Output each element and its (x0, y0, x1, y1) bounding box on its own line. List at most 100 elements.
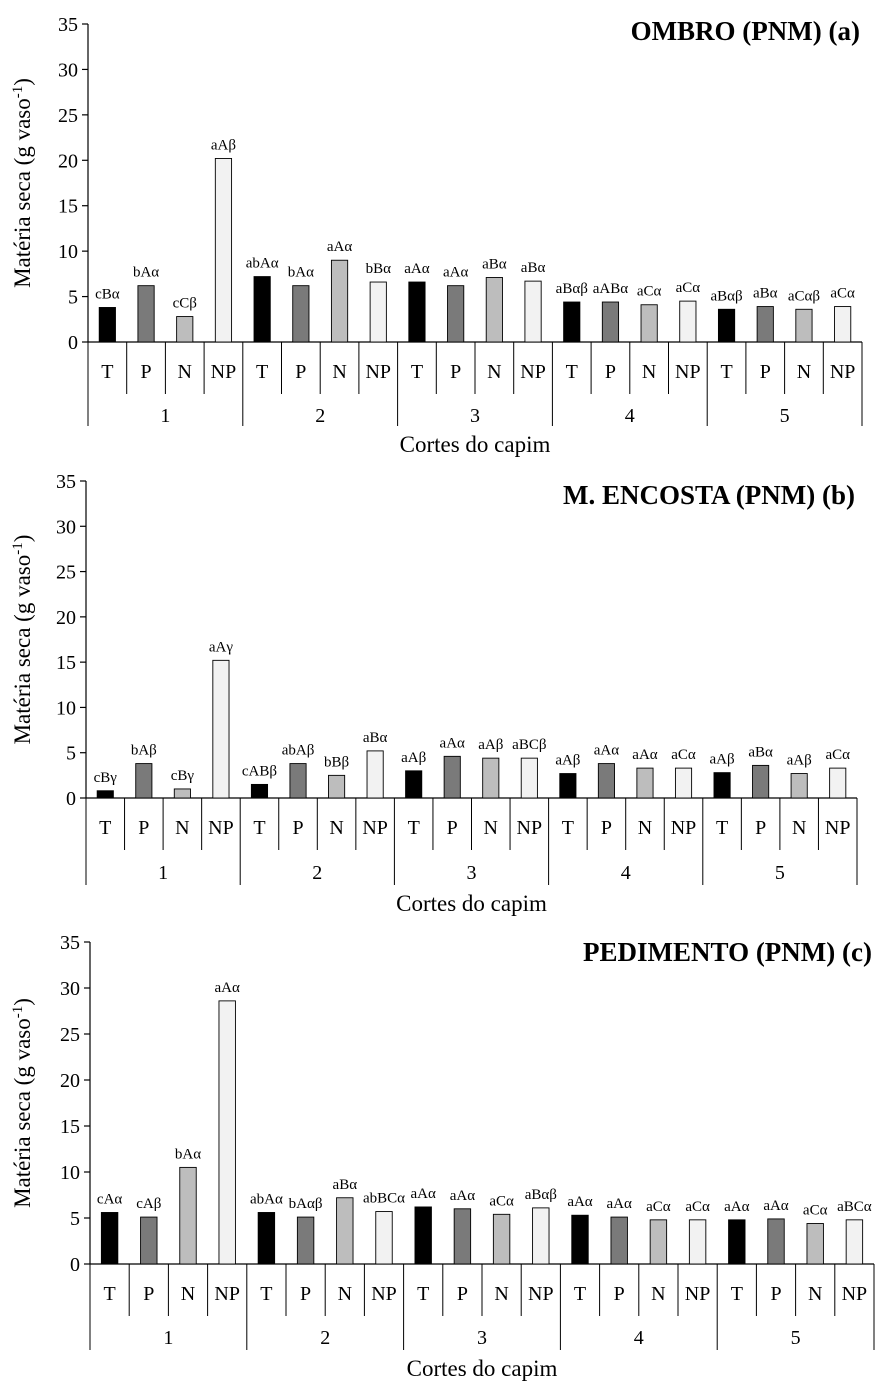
x-category-label: P (755, 817, 766, 839)
data-label: aCα (825, 747, 850, 763)
x-category-label: N (808, 1283, 822, 1305)
x-category-label: P (292, 817, 303, 839)
data-label: bAβ (131, 743, 157, 759)
data-label: aAα (450, 1188, 475, 1204)
data-label: aAβ (787, 753, 812, 769)
chart-c: PEDIMENTO (PNM) (c) Matéria seca (g vaso-… (10, 932, 875, 1381)
x-group-label: 2 (315, 405, 325, 427)
x-category-label: N (329, 817, 343, 839)
x-category-label: NP (211, 361, 237, 383)
chart-a: OMBRO (PNM) (a) Matéria seca (g vaso-1) 0 5… (10, 14, 863, 457)
data-label: aAα (443, 265, 468, 281)
chart-panel-b: M. ENCOSTA (PNM) (b) Matéria seca (g vaso… (0, 461, 882, 921)
data-label: aBα (753, 286, 778, 302)
bar-4-T (571, 1214, 589, 1265)
x-category-label: NP (825, 817, 851, 839)
x-category-label: N (484, 817, 498, 839)
x-category-label: NP (214, 1283, 240, 1305)
data-label: aAβ (555, 753, 580, 769)
bar-4-N (640, 304, 658, 343)
data-label: aBCβ (512, 737, 546, 753)
data-label: cCβ (173, 296, 197, 312)
bar-1-T (100, 1212, 119, 1265)
data-label: aAα (404, 261, 429, 277)
data-label: aBα (748, 744, 773, 760)
x-category-label: T (720, 361, 732, 383)
data-label: aAα (763, 1198, 788, 1214)
x-category-label: NP (520, 361, 546, 383)
x-group-label: 5 (780, 405, 790, 427)
y-tick-label: 25 (60, 1024, 80, 1046)
data-label: aBαβ (525, 1187, 557, 1203)
data-label: aCαβ (788, 288, 820, 304)
bar-5-NP (834, 306, 852, 343)
x-category-label: N (332, 361, 346, 383)
x-category-label: NP (842, 1283, 868, 1305)
data-label: aBα (521, 260, 546, 276)
data-label: bBβ (324, 754, 349, 770)
bar-5-NP (829, 767, 847, 799)
bar-2-P (289, 763, 307, 799)
x-group-label: 4 (634, 1327, 644, 1349)
data-label: aAα (607, 1196, 632, 1212)
data-label: aCα (803, 1203, 828, 1219)
data-label: cBγ (171, 768, 195, 784)
x-category-label: NP (830, 361, 856, 383)
data-label: aAα (411, 1186, 436, 1202)
x-category-label: N (651, 1283, 665, 1305)
x-group-label: 5 (775, 862, 785, 884)
bar-3-NP (520, 757, 538, 799)
bar-4-P (597, 763, 615, 799)
y-tick-label: 10 (58, 241, 78, 263)
x-group-label: 1 (158, 862, 168, 884)
data-label: aAα (327, 239, 352, 255)
bar-5-P (756, 306, 774, 343)
bar-3-P (443, 755, 461, 799)
y-tick-label: 10 (56, 697, 76, 719)
bar-3-P (453, 1208, 472, 1265)
data-label: aBαβ (556, 281, 588, 297)
bar-4-T (559, 773, 577, 799)
bar-3-N (482, 757, 500, 799)
data-label: aCα (830, 286, 855, 302)
data-label: aBα (333, 1177, 358, 1193)
bar-5-T (717, 308, 736, 343)
x-category-label: N (638, 817, 652, 839)
y-tick-label: 20 (56, 607, 76, 629)
chart-b: M. ENCOSTA (PNM) (b) Matéria seca (g vaso… (10, 471, 858, 916)
bar-1-P (140, 1216, 158, 1265)
data-label: abAβ (282, 743, 315, 759)
bar-3-NP (524, 280, 542, 343)
x-axis-label: Cortes do capim (407, 1356, 558, 1381)
data-label: bBα (366, 261, 392, 277)
x-category-label: T (731, 1283, 743, 1305)
y-axis-label: Matéria seca (g vaso-1) (10, 78, 35, 288)
x-category-label: P (760, 361, 771, 383)
y-axis-label: Matéria seca (g vaso-1) (10, 535, 35, 745)
data-label: aAα (567, 1194, 592, 1210)
bar-1-N (173, 788, 191, 799)
x-group-label: 1 (160, 405, 170, 427)
x-category-label: P (457, 1283, 468, 1305)
bar-2-T (257, 1212, 276, 1265)
x-axis-label: Cortes do capim (396, 891, 547, 916)
x-category-label: N (181, 1283, 195, 1305)
x-category-label: T (253, 817, 265, 839)
bar-2-N (336, 1197, 354, 1265)
x-group-label: 2 (312, 862, 322, 884)
y-tick-label: 30 (56, 516, 76, 538)
x-category-label: NP (365, 361, 391, 383)
chart-title: M. ENCOSTA (PNM) (b) (563, 480, 855, 510)
chart-panel-c: PEDIMENTO (PNM) (c) Matéria seca (g vaso-… (0, 922, 882, 1383)
data-label: aCα (671, 747, 696, 763)
bar-5-N (806, 1223, 824, 1265)
data-label: bAαβ (289, 1196, 323, 1212)
bar-2-P (296, 1216, 315, 1265)
bar-4-NP (674, 767, 693, 799)
bar-3-N (485, 277, 503, 343)
data-label: bAα (175, 1146, 201, 1162)
y-tick-label: 15 (58, 196, 78, 218)
data-label: aABα (593, 281, 628, 297)
data-label: abAα (250, 1191, 283, 1207)
data-label: bAα (133, 265, 159, 281)
